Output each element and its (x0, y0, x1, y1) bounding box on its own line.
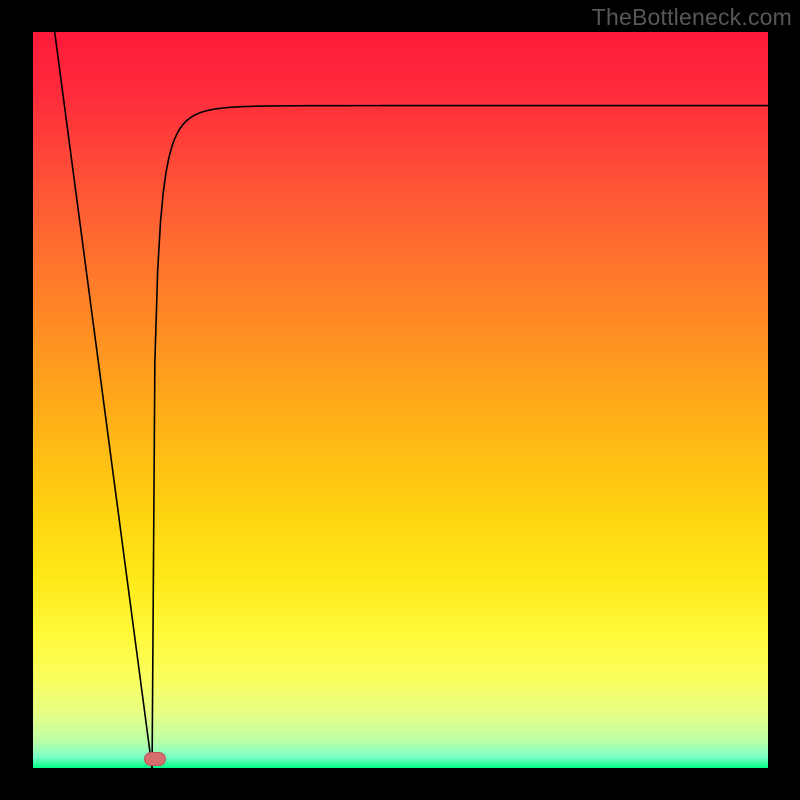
vertex-marker (144, 752, 166, 766)
curves-layer (33, 32, 768, 768)
chart-stage: TheBottleneck.com (0, 0, 800, 800)
watermark-label: TheBottleneck.com (592, 4, 792, 31)
curve-right (152, 106, 768, 768)
plot-area (33, 32, 768, 768)
curve-left (55, 32, 152, 768)
